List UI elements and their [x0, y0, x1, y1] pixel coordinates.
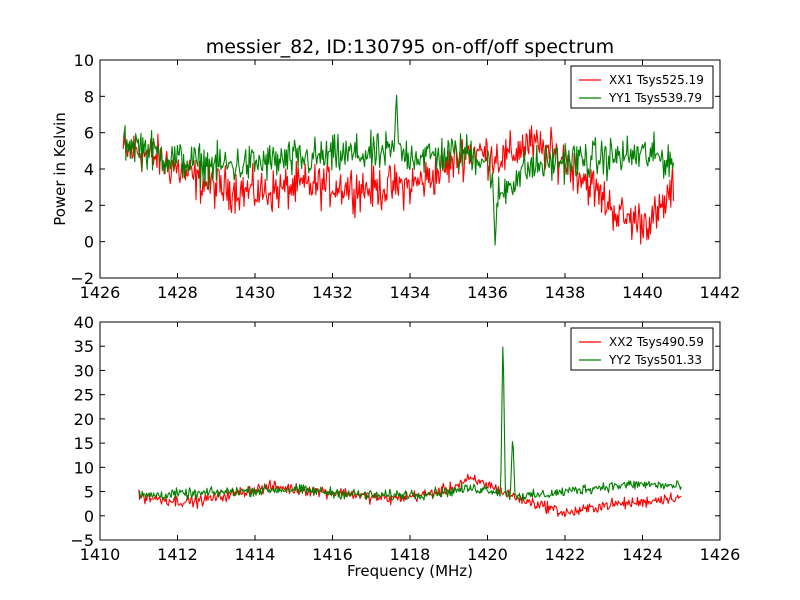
bottom-series-line-2 — [138, 346, 682, 501]
top-y-tick-label: 2 — [84, 196, 94, 215]
bottom-series-group — [138, 346, 682, 518]
top-x-tick-label: 1426 — [80, 283, 121, 302]
top-legend-label-2: YY1 Tsys539.79 — [608, 91, 702, 105]
top-legend: XX1 Tsys525.19 YY1 Tsys539.79 — [570, 65, 714, 109]
top-y-tick-label: 4 — [84, 160, 94, 179]
bottom-panel: 1410 1412 1414 1416 1418 1420 1422 1424 1426 −5 0 5… — [70, 313, 740, 564]
bottom-y-tick-label: 20 — [74, 410, 94, 429]
bottom-legend-box — [570, 327, 714, 371]
bottom-y-tick-label: 5 — [84, 483, 94, 502]
bottom-x-tick-label: 1424 — [622, 545, 663, 564]
top-x-tick-label: 1428 — [157, 283, 198, 302]
top-series-line-2 — [122, 94, 675, 246]
bottom-y-tick-label: 25 — [74, 386, 94, 405]
bottom-legend-label-1: XX2 Tsys490.59 — [609, 335, 704, 349]
bottom-y-tick-label: 35 — [74, 337, 94, 356]
top-y-tick-label: 0 — [84, 233, 94, 252]
bottom-x-tick-label: 1414 — [235, 545, 276, 564]
bottom-y-tick-label: 30 — [74, 361, 94, 380]
top-panel: 1426 1428 1430 1432 1434 1436 1438 1440 1442 −2 0 2… — [70, 51, 740, 302]
top-y-tick-label: 6 — [84, 124, 94, 143]
bottom-x-tick-label: 1422 — [545, 545, 586, 564]
top-x-tick-label: 1430 — [235, 283, 276, 302]
bottom-x-tick-label: 1412 — [157, 545, 198, 564]
top-x-tick-label: 1442 — [700, 283, 741, 302]
bottom-x-tick-label: 1418 — [390, 545, 431, 564]
bottom-y-tick-label: −5 — [70, 531, 94, 550]
top-x-tick-label: 1432 — [312, 283, 353, 302]
top-x-tick-label: 1436 — [467, 283, 508, 302]
bottom-y-tick-label: 40 — [74, 313, 94, 332]
bottom-y-tick-label: 15 — [74, 434, 94, 453]
bottom-x-tick-label: 1426 — [700, 545, 741, 564]
top-y-tick-label: 8 — [84, 87, 94, 106]
top-x-tick-label: 1438 — [545, 283, 586, 302]
top-chart-title: messier_82, ID:130795 on-off/off spectru… — [206, 36, 614, 58]
bottom-legend-label-2: YY2 Tsys501.33 — [608, 353, 702, 367]
top-y-tick-label: −2 — [70, 269, 94, 288]
bottom-y-tick-label: 0 — [84, 507, 94, 526]
top-x-tick-label: 1434 — [390, 283, 431, 302]
bottom-x-tick-label: 1420 — [467, 545, 508, 564]
bottom-x-axis-label: Frequency (MHz) — [347, 562, 473, 580]
top-series-group — [122, 94, 675, 246]
bottom-y-tick-label: 10 — [74, 458, 94, 477]
bottom-x-tick-label: 1416 — [312, 545, 353, 564]
top-series-line-1 — [122, 125, 675, 245]
top-legend-box — [570, 65, 714, 109]
bottom-x-tick-label: 1410 — [80, 545, 121, 564]
top-y-tick-label: 10 — [74, 51, 94, 70]
top-y-axis-label: Power in Kelvin — [51, 112, 69, 226]
bottom-legend: XX2 Tsys490.59 YY2 Tsys501.33 — [570, 327, 714, 371]
top-legend-label-1: XX1 Tsys525.19 — [609, 73, 704, 87]
top-x-tick-label: 1440 — [622, 283, 663, 302]
